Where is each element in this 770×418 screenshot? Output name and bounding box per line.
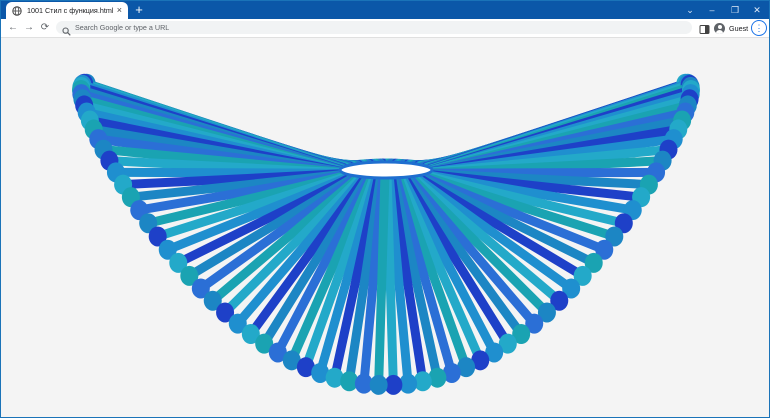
cylinder-cap [228, 313, 247, 334]
cylinder-cap [340, 371, 359, 392]
3d-scene-canvas[interactable] [1, 38, 769, 417]
avatar-icon [714, 22, 725, 34]
profile-button[interactable]: Guest [714, 21, 748, 35]
cylinder-cap [550, 290, 569, 311]
page-content [1, 38, 769, 417]
cylinder-cap [268, 342, 287, 363]
address-input[interactable] [75, 23, 655, 32]
cylinder-cap [369, 374, 388, 395]
minimize-button[interactable]: – [709, 5, 715, 15]
cylinder-rod [374, 172, 390, 390]
cylinder-cap [180, 265, 199, 286]
cylinder-cap [595, 239, 614, 260]
cylinder-cap [584, 252, 603, 273]
cylinder-cap [255, 333, 274, 354]
cylinder-cap [203, 290, 222, 311]
cylinder-cap [428, 367, 447, 388]
globe-icon [12, 5, 22, 16]
cylinder-cap [537, 302, 556, 323]
cylinder-cap [216, 302, 235, 323]
cylinder-cap [325, 367, 344, 388]
reload-button[interactable]: ⟳ [40, 22, 50, 33]
menu-button[interactable]: ⋮ [751, 20, 767, 36]
cylinder-cap [512, 324, 531, 345]
cylinder-cap [485, 342, 504, 363]
tab-close-icon[interactable]: × [116, 5, 122, 15]
cylinder-cap [191, 278, 210, 299]
cylinder-cap [158, 239, 177, 260]
close-window-button[interactable]: ✕ [753, 5, 761, 15]
cylinder-cap [605, 226, 624, 247]
omnibox[interactable] [56, 21, 692, 36]
tab-search-chevron-icon[interactable]: ⌄ [686, 5, 694, 15]
cylinder-cap [471, 350, 490, 371]
new-tab-button[interactable]: + [135, 2, 143, 17]
browser-toolbar: ← → ⟳ Guest ⋮ [1, 19, 769, 38]
inner-ring [338, 160, 434, 180]
title-bar: 1001 Стил с функция.html × + ⌄ – ❐ ✕ [1, 1, 769, 19]
cylinder-cap [241, 324, 260, 345]
cylinder-cap [354, 373, 373, 394]
back-button[interactable]: ← [8, 22, 18, 33]
search-icon [62, 23, 71, 36]
cylinder-cap [413, 371, 432, 392]
cylinder-cap [498, 333, 517, 354]
cylinder-cap [442, 362, 461, 383]
restore-button[interactable]: ❐ [730, 5, 740, 15]
cylinder-cap [525, 313, 544, 334]
cylinder-cap [282, 350, 301, 371]
cylinder-cap [148, 226, 167, 247]
cylinder-cap [457, 357, 476, 378]
profile-label: Guest [729, 23, 749, 33]
tab-active[interactable]: 1001 Стил с функция.html × [6, 2, 128, 19]
cylinder-cap [169, 252, 188, 273]
forward-button[interactable]: → [24, 22, 34, 33]
side-panel-icon[interactable] [699, 22, 710, 34]
cylinder-cap [296, 357, 315, 378]
tab-title: 1001 Стил с функция.html [27, 6, 114, 15]
cylinder-cap [562, 278, 581, 299]
cylinder-cap [399, 373, 418, 394]
kebab-menu-icon: ⋮ [754, 23, 764, 33]
cylinder-cap [573, 265, 592, 286]
cylinder-cap [311, 362, 330, 383]
cylinder-cap [384, 374, 403, 395]
